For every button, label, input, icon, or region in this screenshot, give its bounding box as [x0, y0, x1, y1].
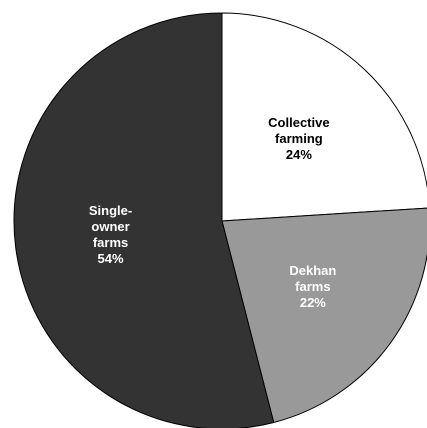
pie-slice-label-line: Collective: [268, 115, 329, 130]
pie-slice-label-line: farms: [295, 279, 330, 294]
pie-slice-label-line: farming: [275, 131, 323, 146]
pie-slice-label-line: Single-: [89, 203, 132, 218]
pie-slice-0: [221, 12, 427, 222]
pie-slice-label-0: Collective farming 24%: [268, 115, 329, 162]
pie-slice-label-2: Single-owner farms 54%: [89, 203, 132, 266]
pie-slice-label-line: owner: [91, 219, 129, 234]
pie-slice-label-line: 54%: [98, 251, 124, 266]
pie-slice-label-line: 24%: [286, 147, 312, 162]
pie-slice-label-line: Dekhan: [289, 263, 336, 278]
pie-slice-label-line: 22%: [300, 295, 326, 310]
pie-slice-1: [221, 207, 427, 424]
pie-slice-label-1: Dekhan farms 22%: [289, 263, 336, 310]
pie-labels: Collective farming 24%Dekhan farms 22%Single…: [89, 115, 337, 310]
pie-slices: [13, 12, 427, 428]
pie-slice-label-line: farms: [93, 235, 128, 250]
pie-slice-2: [13, 12, 275, 428]
